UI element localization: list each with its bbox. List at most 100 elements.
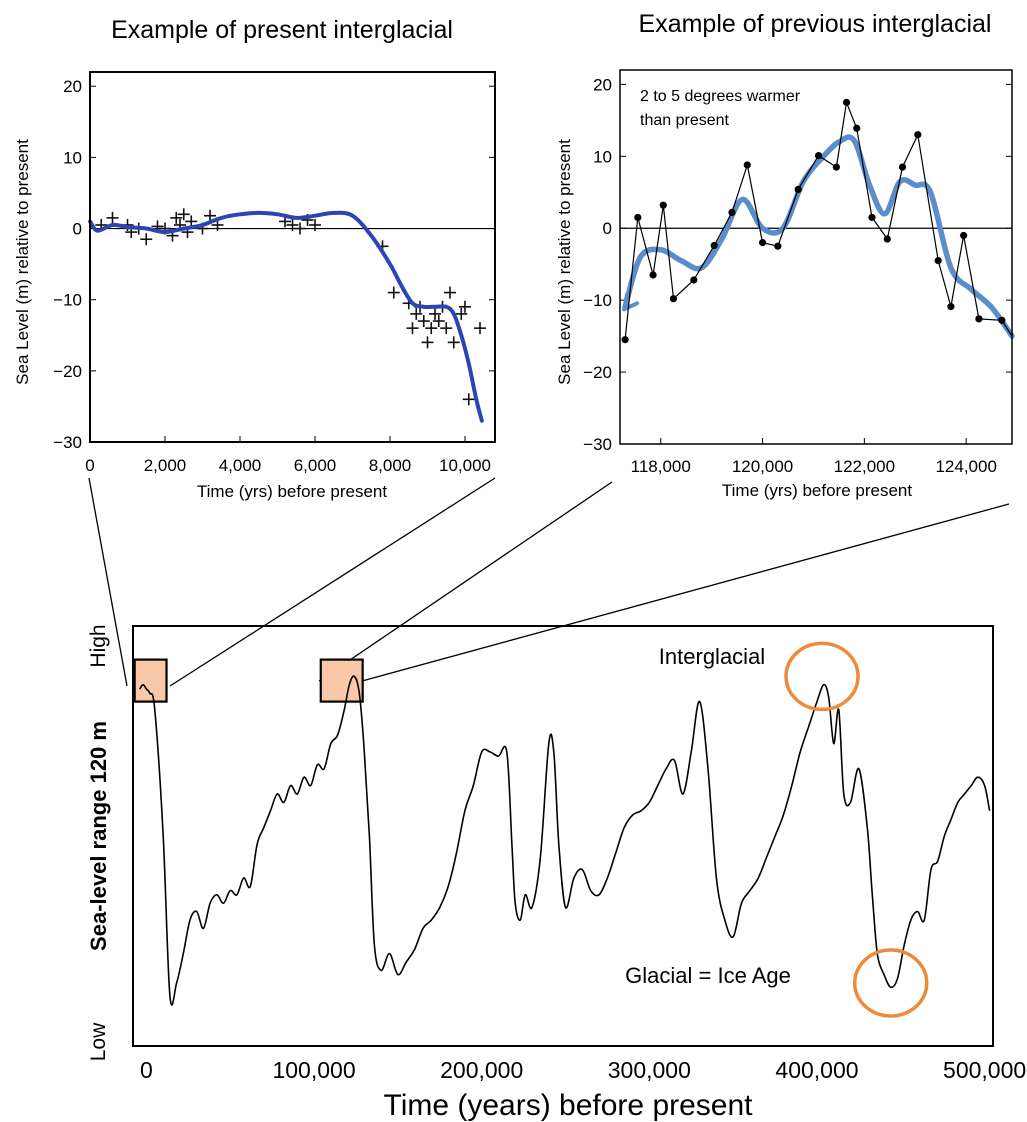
present-data-point	[447, 336, 460, 349]
present-fit-line	[88, 210, 484, 423]
previous-data-point	[898, 163, 907, 171]
connector-previous-left	[318, 481, 613, 682]
previous-data-point	[794, 185, 802, 193]
previous-y-axis-label: Sea Level (m) relative to present	[555, 139, 574, 385]
present-data-point	[294, 222, 306, 235]
present-y-tick-label: 20	[63, 77, 82, 96]
previous-plot-frame	[619, 69, 1013, 445]
previous-raw-line	[624, 100, 1013, 340]
present-y-tick-label: 0	[73, 220, 82, 239]
previous-smoothed-curve	[622, 134, 1015, 339]
connector-present-left	[88, 477, 128, 687]
long-x-axis-label: Time (years) before present	[383, 1089, 753, 1122]
present-x-axis-label: Time (yrs) before present	[197, 482, 387, 501]
previous-data-point	[774, 242, 782, 250]
connector-previous-right	[361, 503, 1010, 682]
present-data-point	[455, 307, 468, 320]
previous-data-point	[883, 235, 891, 243]
previous-y-tick-label: −30	[583, 435, 612, 454]
present-interglacial-chart: Example of present interglacial 20 10 0 −10…	[13, 16, 496, 501]
present-x-tick-label: 0	[85, 456, 94, 475]
previous-raw-series	[621, 98, 1013, 344]
interglacial-highlight-box	[133, 658, 168, 703]
previous-data-point	[832, 163, 840, 171]
present-x-tick-label: 10,000	[439, 456, 491, 475]
present-data-point	[432, 315, 445, 328]
present-data-point	[462, 393, 475, 406]
present-y-tick-label: −30	[53, 433, 82, 452]
zoom-connector-lines	[88, 477, 1010, 687]
previous-y-grid	[1006, 83, 1012, 445]
previous-y-tick-label: −10	[583, 291, 612, 310]
previous-x-tick-label: 118,000	[631, 457, 691, 476]
present-data-point	[106, 211, 119, 224]
previous-data-point	[814, 151, 823, 160]
previous-x-tick-label: 124,000	[935, 457, 996, 476]
present-y-ticks: 20 10 0 −10 −20 −30	[53, 77, 96, 452]
previous-x-ticks: 118,000 120,000 122,000 124,000	[631, 438, 997, 476]
previous-annotation-line-1: 2 to 5 degrees warmer	[640, 88, 801, 105]
previous-data-point	[634, 213, 642, 222]
long-x-tick-label: 400,000	[775, 1057, 858, 1083]
highlight-circle	[852, 948, 929, 1018]
long-y-high-label: High	[87, 624, 110, 667]
present-plot-frame	[89, 71, 496, 443]
previous-data-point	[743, 161, 751, 169]
previous-data-point	[934, 256, 942, 265]
present-data-point	[204, 209, 216, 222]
long-x-tick-label: 500,000	[943, 1057, 1026, 1083]
connector-present-right	[169, 477, 496, 687]
previous-y-tick-label: −20	[583, 363, 612, 382]
present-data-point	[406, 322, 419, 335]
present-data-point	[425, 322, 438, 335]
interglacial-highlight-boxes	[133, 658, 364, 703]
interglacial-label: Interglacial	[659, 644, 765, 669]
previous-data-point	[998, 316, 1006, 324]
present-data-point	[429, 307, 441, 320]
previous-data-point	[621, 336, 629, 344]
previous-x-axis-label: Time (yrs) before present	[722, 481, 912, 500]
previous-data-point	[728, 208, 736, 217]
long-x-tick-label: 100,000	[272, 1057, 355, 1083]
present-data-point	[459, 300, 471, 313]
long-y-low-label: Low	[87, 1022, 110, 1061]
previous-data-point	[659, 201, 667, 209]
present-data-point	[440, 322, 453, 335]
present-data-point	[387, 286, 400, 299]
previous-data-point	[960, 231, 968, 240]
previous-data-point	[710, 241, 718, 250]
present-y-tick-label: −20	[53, 362, 82, 381]
previous-annotation-line-2: than present	[640, 112, 730, 129]
long-term-sea-level-line	[139, 675, 991, 1006]
present-y-tick-label: −10	[53, 291, 82, 310]
long-term-sea-level-chart: 0 100,000 200,000 300,000 400,000 500,000 Tim…	[86, 624, 1026, 1122]
long-x-tick-label: 300,000	[608, 1057, 691, 1083]
present-data-point	[177, 208, 190, 221]
previous-y-tick-label: 0	[603, 219, 612, 238]
previous-data-point	[758, 239, 767, 247]
present-chart-title: Example of present interglacial	[111, 16, 453, 44]
present-data-point	[421, 336, 434, 349]
highlight-circles	[784, 641, 929, 1018]
long-x-tick-label: 200,000	[440, 1057, 523, 1083]
present-y-axis-label: Sea Level (m) relative to present	[13, 139, 32, 385]
previous-data-point	[853, 124, 861, 132]
present-data-point	[417, 315, 430, 328]
previous-smooth-line	[622, 134, 1015, 339]
highlight-circle	[784, 641, 860, 712]
previous-y-tick-label: 10	[593, 147, 612, 166]
interglacial-highlight-box	[319, 658, 364, 703]
previous-data-point	[649, 271, 657, 279]
previous-x-tick-label: 122,000	[834, 457, 895, 476]
present-data-point	[474, 322, 486, 335]
previous-data-point	[947, 303, 955, 311]
previous-data-point	[669, 295, 678, 303]
present-data-point	[309, 218, 321, 231]
previous-y-tick-label: 20	[593, 75, 612, 94]
present-x-tick-label: 6,000	[294, 456, 337, 475]
long-y-axis-label: Sea-level range 120 m	[86, 721, 111, 951]
present-data-point	[170, 211, 183, 224]
present-data-point	[444, 286, 456, 299]
present-data-point	[286, 218, 299, 231]
